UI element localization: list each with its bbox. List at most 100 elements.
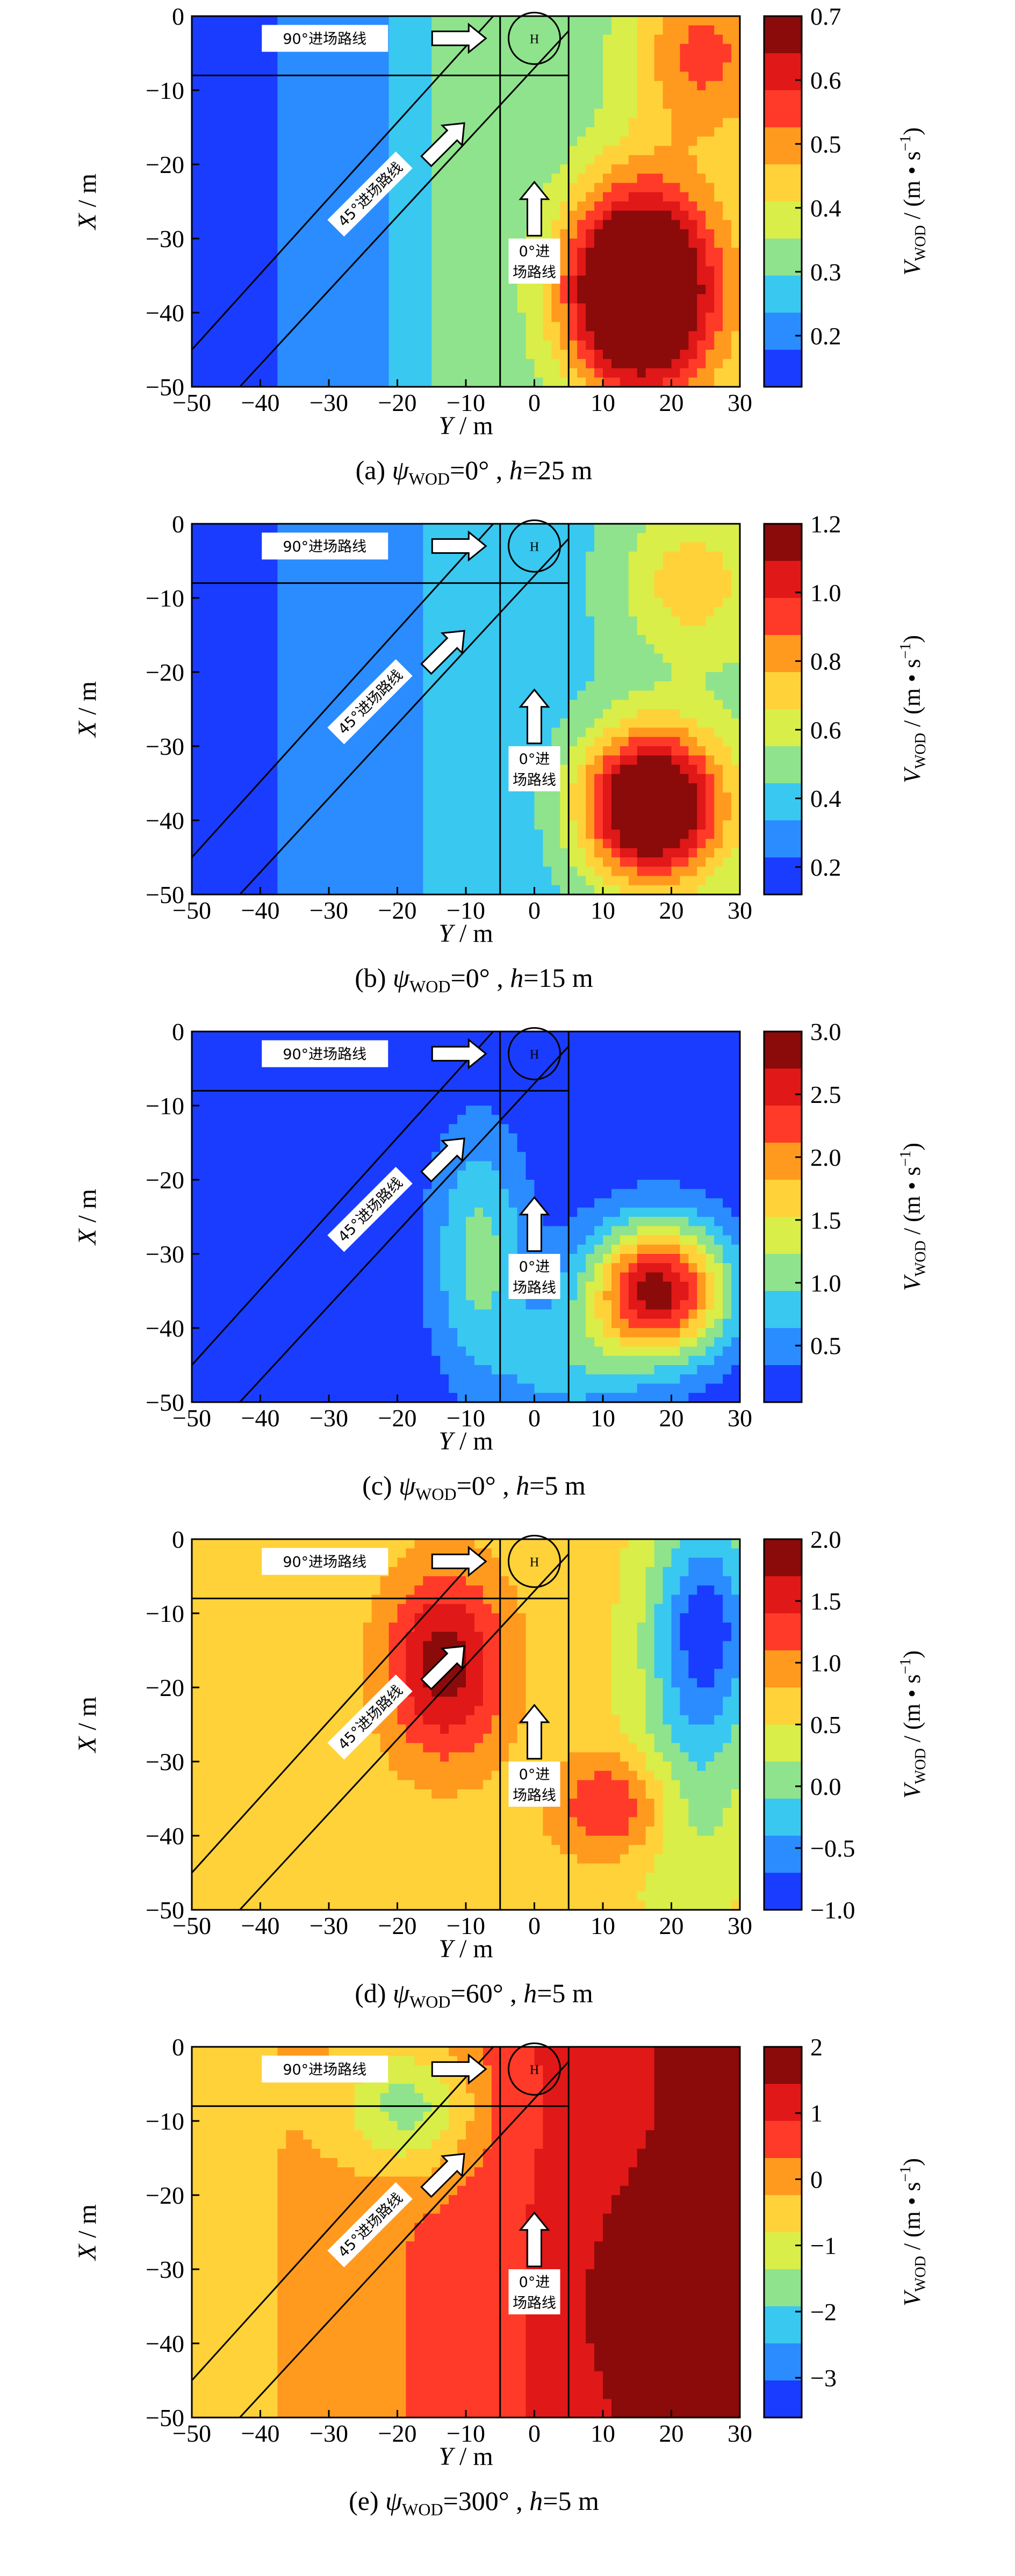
heatmap-cell bbox=[217, 303, 227, 313]
heatmap-cell bbox=[714, 294, 723, 304]
heatmap-cell bbox=[277, 239, 286, 248]
heatmap-cell bbox=[449, 164, 458, 174]
heatmap-cell bbox=[260, 718, 270, 728]
heatmap-cell bbox=[294, 746, 304, 756]
heatmap-cell bbox=[466, 62, 475, 73]
heatmap-cell bbox=[251, 625, 261, 636]
heatmap-cell bbox=[234, 607, 244, 617]
heatmap-cell bbox=[320, 62, 329, 73]
heatmap-cell bbox=[208, 709, 218, 719]
heatmap-cell bbox=[440, 266, 449, 276]
heatmap-cell bbox=[449, 71, 458, 82]
heatmap-cell bbox=[320, 709, 329, 719]
heatmap-cell bbox=[654, 607, 664, 617]
heatmap-cell bbox=[466, 350, 475, 359]
heatmap-cell bbox=[397, 644, 407, 654]
heatmap-cell bbox=[611, 313, 621, 322]
y-axis-label: X / m bbox=[73, 174, 102, 230]
heatmap-cell bbox=[628, 285, 638, 295]
heatmap-cell bbox=[388, 635, 398, 645]
heatmap-cell bbox=[406, 16, 415, 26]
heatmap-cell bbox=[466, 313, 475, 322]
heatmap-cell bbox=[200, 220, 210, 230]
heatmap-cell bbox=[637, 774, 646, 784]
heatmap-cell bbox=[568, 727, 578, 738]
heatmap-cell bbox=[431, 201, 441, 211]
heatmap-cell bbox=[457, 220, 466, 230]
heatmap-cell bbox=[208, 672, 218, 682]
heatmap-cell bbox=[431, 607, 441, 617]
heatmap-cell bbox=[277, 127, 286, 137]
heatmap-cell bbox=[312, 313, 321, 322]
heatmap-cell bbox=[312, 257, 321, 267]
heatmap-cell bbox=[320, 53, 329, 63]
heatmap-cell bbox=[371, 99, 381, 110]
heatmap-cell bbox=[208, 699, 218, 710]
heatmap-cell bbox=[406, 368, 415, 378]
heatmap-cell bbox=[645, 25, 655, 35]
heatmap-cell bbox=[234, 839, 244, 849]
heatmap-cell bbox=[243, 118, 253, 128]
heatmap-cell bbox=[320, 201, 329, 211]
heatmap-cell bbox=[431, 248, 441, 258]
heatmap-cell bbox=[628, 257, 638, 267]
heatmap-cell bbox=[568, 662, 578, 673]
heatmap-cell bbox=[208, 368, 218, 378]
heatmap-cell bbox=[260, 81, 270, 91]
heatmap-cell bbox=[654, 368, 664, 378]
heatmap-cell bbox=[406, 699, 415, 710]
heatmap-cell bbox=[243, 220, 253, 230]
heatmap-cell bbox=[628, 635, 638, 645]
heatmap-cell bbox=[423, 681, 432, 691]
heatmap-cell bbox=[234, 588, 244, 598]
heatmap-cell bbox=[474, 285, 484, 295]
heatmap-cell bbox=[706, 192, 715, 202]
heatmap-cell bbox=[200, 598, 210, 608]
heatmap-cell bbox=[397, 257, 407, 267]
heatmap-cell bbox=[337, 792, 347, 803]
heatmap-cell bbox=[234, 322, 244, 332]
heatmap-cell bbox=[603, 136, 612, 147]
heatmap-cell bbox=[243, 551, 253, 561]
heatmap-cell bbox=[320, 340, 329, 350]
heatmap-cell bbox=[208, 885, 218, 895]
heatmap-cell bbox=[431, 322, 441, 332]
heatmap-cell bbox=[680, 16, 689, 26]
heatmap-cell bbox=[449, 579, 458, 589]
heatmap-cell bbox=[423, 672, 432, 682]
heatmap-cell bbox=[414, 136, 423, 147]
heatmap-cell bbox=[628, 607, 638, 617]
heatmap-cell bbox=[243, 774, 253, 784]
heatmap-cell bbox=[380, 71, 390, 82]
heatmap-cell bbox=[380, 755, 390, 766]
heatmap-cell bbox=[577, 727, 586, 738]
heatmap-cell bbox=[208, 848, 218, 858]
heatmap-cell bbox=[663, 331, 672, 341]
heatmap-cell bbox=[663, 848, 672, 858]
heatmap-cell bbox=[260, 820, 270, 830]
heatmap-cell bbox=[517, 672, 527, 682]
heatmap-cell bbox=[457, 192, 466, 202]
heatmap-cell bbox=[483, 746, 492, 756]
heatmap-cell bbox=[508, 201, 518, 211]
heatmap-cell bbox=[543, 174, 552, 184]
heatmap-cell bbox=[200, 34, 210, 45]
heatmap-cell bbox=[697, 53, 706, 63]
heatmap-cell bbox=[680, 257, 689, 267]
heatmap-cell bbox=[663, 248, 672, 258]
heatmap-cell bbox=[260, 876, 270, 886]
heatmap-cell bbox=[517, 285, 527, 295]
heatmap-cell bbox=[269, 662, 278, 673]
heatmap-cell bbox=[208, 359, 218, 369]
heatmap-cell bbox=[243, 81, 253, 91]
heatmap-cell bbox=[312, 155, 321, 165]
heatmap-cell bbox=[714, 44, 723, 54]
heatmap-cell bbox=[637, 118, 646, 128]
heatmap-cell bbox=[645, 792, 655, 803]
heatmap-cell bbox=[526, 164, 535, 174]
heatmap-cell bbox=[329, 867, 338, 877]
heatmap-cell bbox=[586, 53, 595, 63]
heatmap-cell bbox=[414, 239, 423, 248]
heatmap-cell bbox=[697, 192, 706, 202]
heatmap-cell bbox=[663, 876, 672, 886]
